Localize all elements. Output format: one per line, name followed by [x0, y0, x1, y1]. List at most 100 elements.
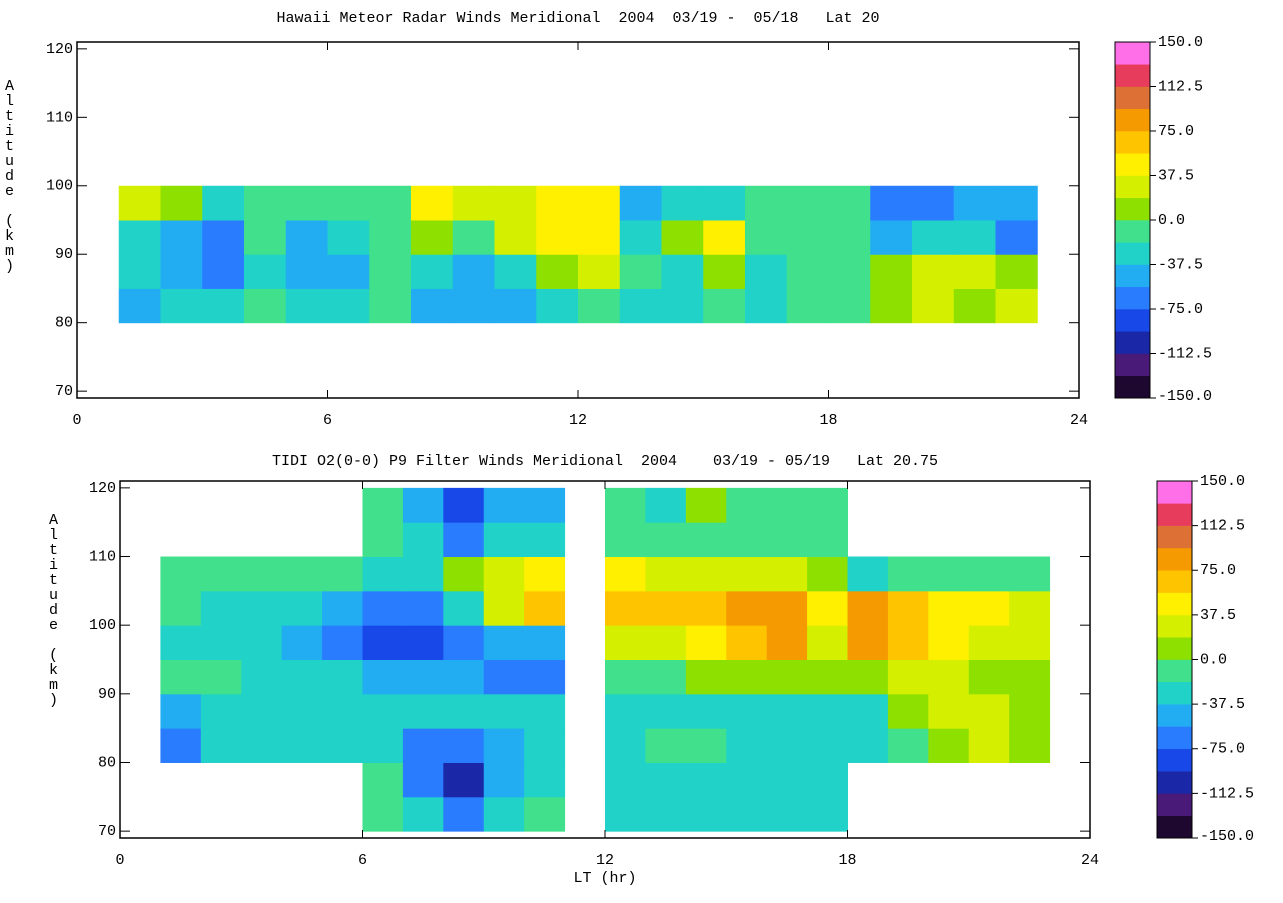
cell	[452, 185, 495, 221]
colorbar-band	[1115, 220, 1150, 243]
cell	[912, 185, 955, 221]
cell	[483, 693, 525, 729]
cell	[202, 288, 245, 324]
colorbar-label: -150.0	[1158, 388, 1212, 405]
cell	[870, 185, 913, 221]
x-tick-label: 0	[115, 852, 124, 869]
colorbar-label: -75.0	[1158, 301, 1203, 318]
cell	[726, 590, 768, 626]
cell	[807, 556, 848, 592]
cell	[766, 556, 808, 592]
cell	[524, 556, 566, 592]
cell	[786, 185, 829, 221]
colorbar-band	[1157, 815, 1192, 839]
cell	[322, 659, 363, 695]
colorbar-band	[1115, 86, 1150, 110]
cell	[443, 590, 485, 626]
cell	[745, 254, 788, 289]
cell	[200, 625, 242, 660]
cell	[807, 487, 848, 523]
colorbar-label: 150.0	[1200, 473, 1245, 490]
cell	[995, 185, 1038, 221]
cell	[241, 693, 283, 729]
y-tick-label: 80	[98, 754, 116, 771]
cell	[322, 625, 363, 660]
cell	[807, 693, 848, 729]
colorbar-band	[1157, 659, 1192, 683]
cell	[285, 185, 328, 221]
cell	[745, 220, 788, 255]
cell	[685, 487, 727, 523]
colorbar-band	[1115, 64, 1150, 87]
cell	[995, 220, 1038, 255]
x-tick-label: 18	[819, 412, 837, 429]
cell	[281, 556, 323, 592]
x-axis-label: LT (hr)	[573, 870, 636, 887]
cell	[605, 487, 646, 523]
cell	[645, 590, 687, 626]
cell	[847, 625, 889, 660]
cell	[645, 625, 687, 660]
cell	[703, 220, 746, 255]
cell	[807, 762, 848, 798]
cell	[726, 728, 768, 763]
cell	[362, 762, 404, 798]
cell	[766, 796, 808, 832]
cell	[202, 185, 245, 221]
colorbar-label: 112.5	[1200, 518, 1245, 535]
colorbar-band	[1115, 375, 1150, 399]
cell	[160, 254, 203, 289]
cell	[369, 288, 412, 324]
cell	[605, 693, 646, 729]
cell	[443, 762, 485, 798]
cell	[847, 556, 889, 592]
cell	[968, 590, 1010, 626]
cell	[766, 762, 808, 798]
cell	[443, 659, 485, 695]
cell	[244, 220, 287, 255]
cell	[953, 254, 996, 289]
cell	[402, 625, 444, 660]
cell	[327, 185, 370, 221]
colorbar-band	[1157, 637, 1192, 660]
cell	[726, 796, 768, 832]
cell	[995, 254, 1038, 289]
y-tick-label: 70	[98, 823, 116, 840]
colorbar-band	[1115, 242, 1150, 265]
cell	[786, 254, 829, 289]
y-tick-label: 120	[46, 41, 73, 58]
cell	[483, 625, 525, 660]
cell	[685, 522, 727, 558]
cell	[327, 288, 370, 324]
cell	[483, 728, 525, 763]
cell	[402, 522, 444, 558]
colorbar-band	[1157, 570, 1192, 593]
cell	[645, 522, 687, 558]
cell	[443, 693, 485, 729]
cell	[241, 728, 283, 763]
colorbar-band	[1157, 614, 1192, 638]
x-tick-label: 24	[1081, 852, 1099, 869]
colorbar-band	[1115, 353, 1150, 377]
cell	[928, 728, 970, 763]
cell	[619, 288, 662, 324]
cell	[327, 220, 370, 255]
cell	[619, 185, 662, 221]
cell	[443, 625, 485, 660]
cell	[160, 625, 202, 660]
cell	[807, 728, 848, 763]
cell	[685, 796, 727, 832]
y-tick-label: 110	[89, 548, 116, 565]
cell	[928, 693, 970, 729]
colorbar-band	[1157, 793, 1192, 816]
colorbar-band	[1115, 42, 1150, 65]
cell	[402, 590, 444, 626]
y-tick-label: 90	[55, 246, 73, 263]
cell	[605, 522, 646, 558]
cell	[411, 254, 454, 289]
colorbar-band	[1115, 264, 1150, 288]
cell	[847, 693, 889, 729]
cell	[726, 522, 768, 558]
cell	[928, 659, 970, 695]
cell	[483, 556, 525, 592]
